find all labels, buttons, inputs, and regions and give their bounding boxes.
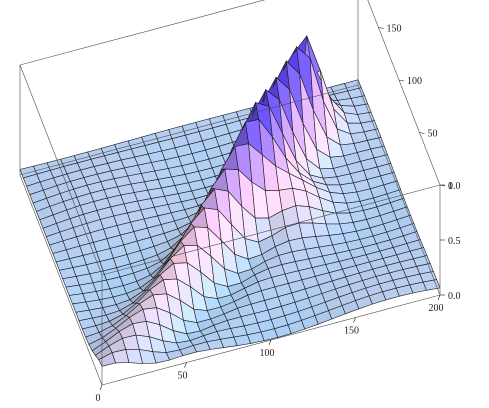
box-edge	[357, 84, 441, 296]
tick-mark	[419, 132, 425, 134]
box-edge	[101, 184, 441, 276]
tick-mark	[378, 27, 384, 29]
tick-label: 150	[387, 24, 402, 35]
tick-label: 50	[428, 129, 438, 140]
box-edge	[19, 0, 266, 66]
tick-mark	[268, 339, 272, 346]
tick-label: 100	[260, 348, 275, 359]
surface-layer	[19, 34, 441, 367]
tick-label: 1.0	[448, 181, 461, 192]
axis-ticks: 0501001502000501001502000.00.51.0	[96, 24, 461, 405]
tick-label: 200	[429, 303, 444, 314]
tick-mark	[184, 362, 187, 368]
tick-label: 50	[178, 371, 188, 382]
tick-label: 0.5	[448, 236, 461, 247]
surface-cell	[422, 279, 441, 291]
tick-label: 100	[407, 76, 422, 87]
tick-mark	[398, 79, 405, 82]
box-edge	[19, 84, 359, 176]
box-edge	[19, 174, 103, 386]
tick-mark	[353, 317, 356, 323]
tick-label: 0.0	[448, 291, 461, 302]
tick-label: 150	[344, 326, 359, 337]
tick-label: 0	[96, 393, 101, 404]
tick-label: 0	[448, 181, 453, 192]
box-edge	[19, 64, 103, 276]
tick-mark	[437, 294, 441, 301]
tick-mark	[99, 384, 103, 391]
